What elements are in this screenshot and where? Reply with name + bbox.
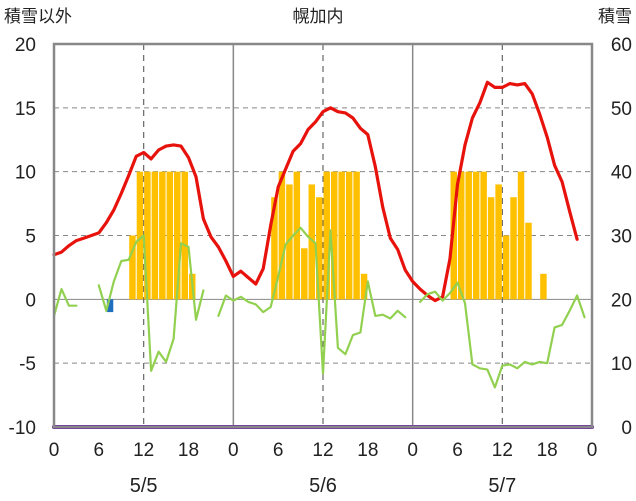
bar (480, 171, 487, 300)
x-tick-label: 0 (228, 440, 239, 461)
bar (360, 273, 368, 300)
bar (330, 171, 338, 300)
bar (166, 171, 174, 300)
left-axis-title: 積雪以外 (4, 7, 72, 27)
x-tick-label: 18 (537, 440, 558, 461)
x-tick-label: 6 (452, 440, 463, 461)
bar (293, 171, 301, 300)
left-tick-label: -5 (19, 354, 36, 375)
bar (540, 273, 547, 300)
bar (271, 197, 278, 300)
right-tick-label: 40 (611, 163, 632, 184)
left-tick-label: -10 (9, 418, 36, 439)
right-tick-label: 60 (611, 35, 632, 56)
bar (136, 171, 144, 300)
x-tick-label: 18 (178, 440, 199, 461)
bar (517, 171, 525, 300)
temperature-line (52, 80, 579, 303)
bar (151, 171, 159, 300)
bar (159, 171, 166, 300)
bar (502, 235, 510, 300)
bar (495, 184, 502, 300)
chart-title: 幌加内 (293, 7, 344, 27)
bar (174, 171, 181, 300)
x-tick-label: 12 (133, 440, 154, 461)
right-tick-label: 50 (611, 99, 632, 120)
bar (316, 197, 323, 300)
right-tick-label: 20 (611, 290, 632, 311)
x-tick-label: 6 (273, 440, 284, 461)
left-tick-label: 0 (25, 290, 36, 311)
bar (129, 235, 136, 300)
day-label: 5/5 (130, 475, 158, 497)
green-series-line (52, 226, 586, 389)
left-tick-label: 5 (25, 227, 36, 248)
bar (487, 197, 495, 300)
bar (144, 171, 151, 300)
plot-frame (52, 42, 594, 429)
bar (308, 184, 316, 300)
left-tick-label: 10 (15, 163, 36, 184)
bar (106, 299, 114, 313)
right-tick-label: 30 (611, 227, 632, 248)
bar (465, 171, 472, 300)
x-tick-label: 0 (407, 440, 418, 461)
plot-border (52, 42, 594, 429)
left-tick-label: 20 (15, 35, 36, 56)
x-tick-label: 0 (49, 440, 60, 461)
left-tick-label: 15 (15, 99, 36, 120)
right-tick-label: 0 (621, 418, 632, 439)
day-label: 5/7 (488, 475, 516, 497)
bar (353, 171, 360, 300)
bar (458, 171, 465, 300)
bar (345, 171, 353, 300)
x-tick-label: 0 (587, 440, 598, 461)
x-tick-label: 18 (357, 440, 378, 461)
bar (525, 222, 532, 300)
bar (323, 171, 330, 300)
right-axis-title: 積雪 (598, 7, 632, 27)
bar (301, 248, 308, 300)
day-label: 5/6 (309, 475, 337, 497)
x-tick-label: 12 (312, 440, 333, 461)
bar (338, 171, 345, 300)
bar (510, 197, 517, 300)
bar (472, 171, 480, 300)
bar (286, 184, 293, 300)
right-tick-label: 10 (611, 354, 632, 375)
x-tick-label: 12 (492, 440, 513, 461)
bar (278, 171, 286, 300)
bar (181, 171, 188, 300)
x-tick-label: 6 (94, 440, 105, 461)
